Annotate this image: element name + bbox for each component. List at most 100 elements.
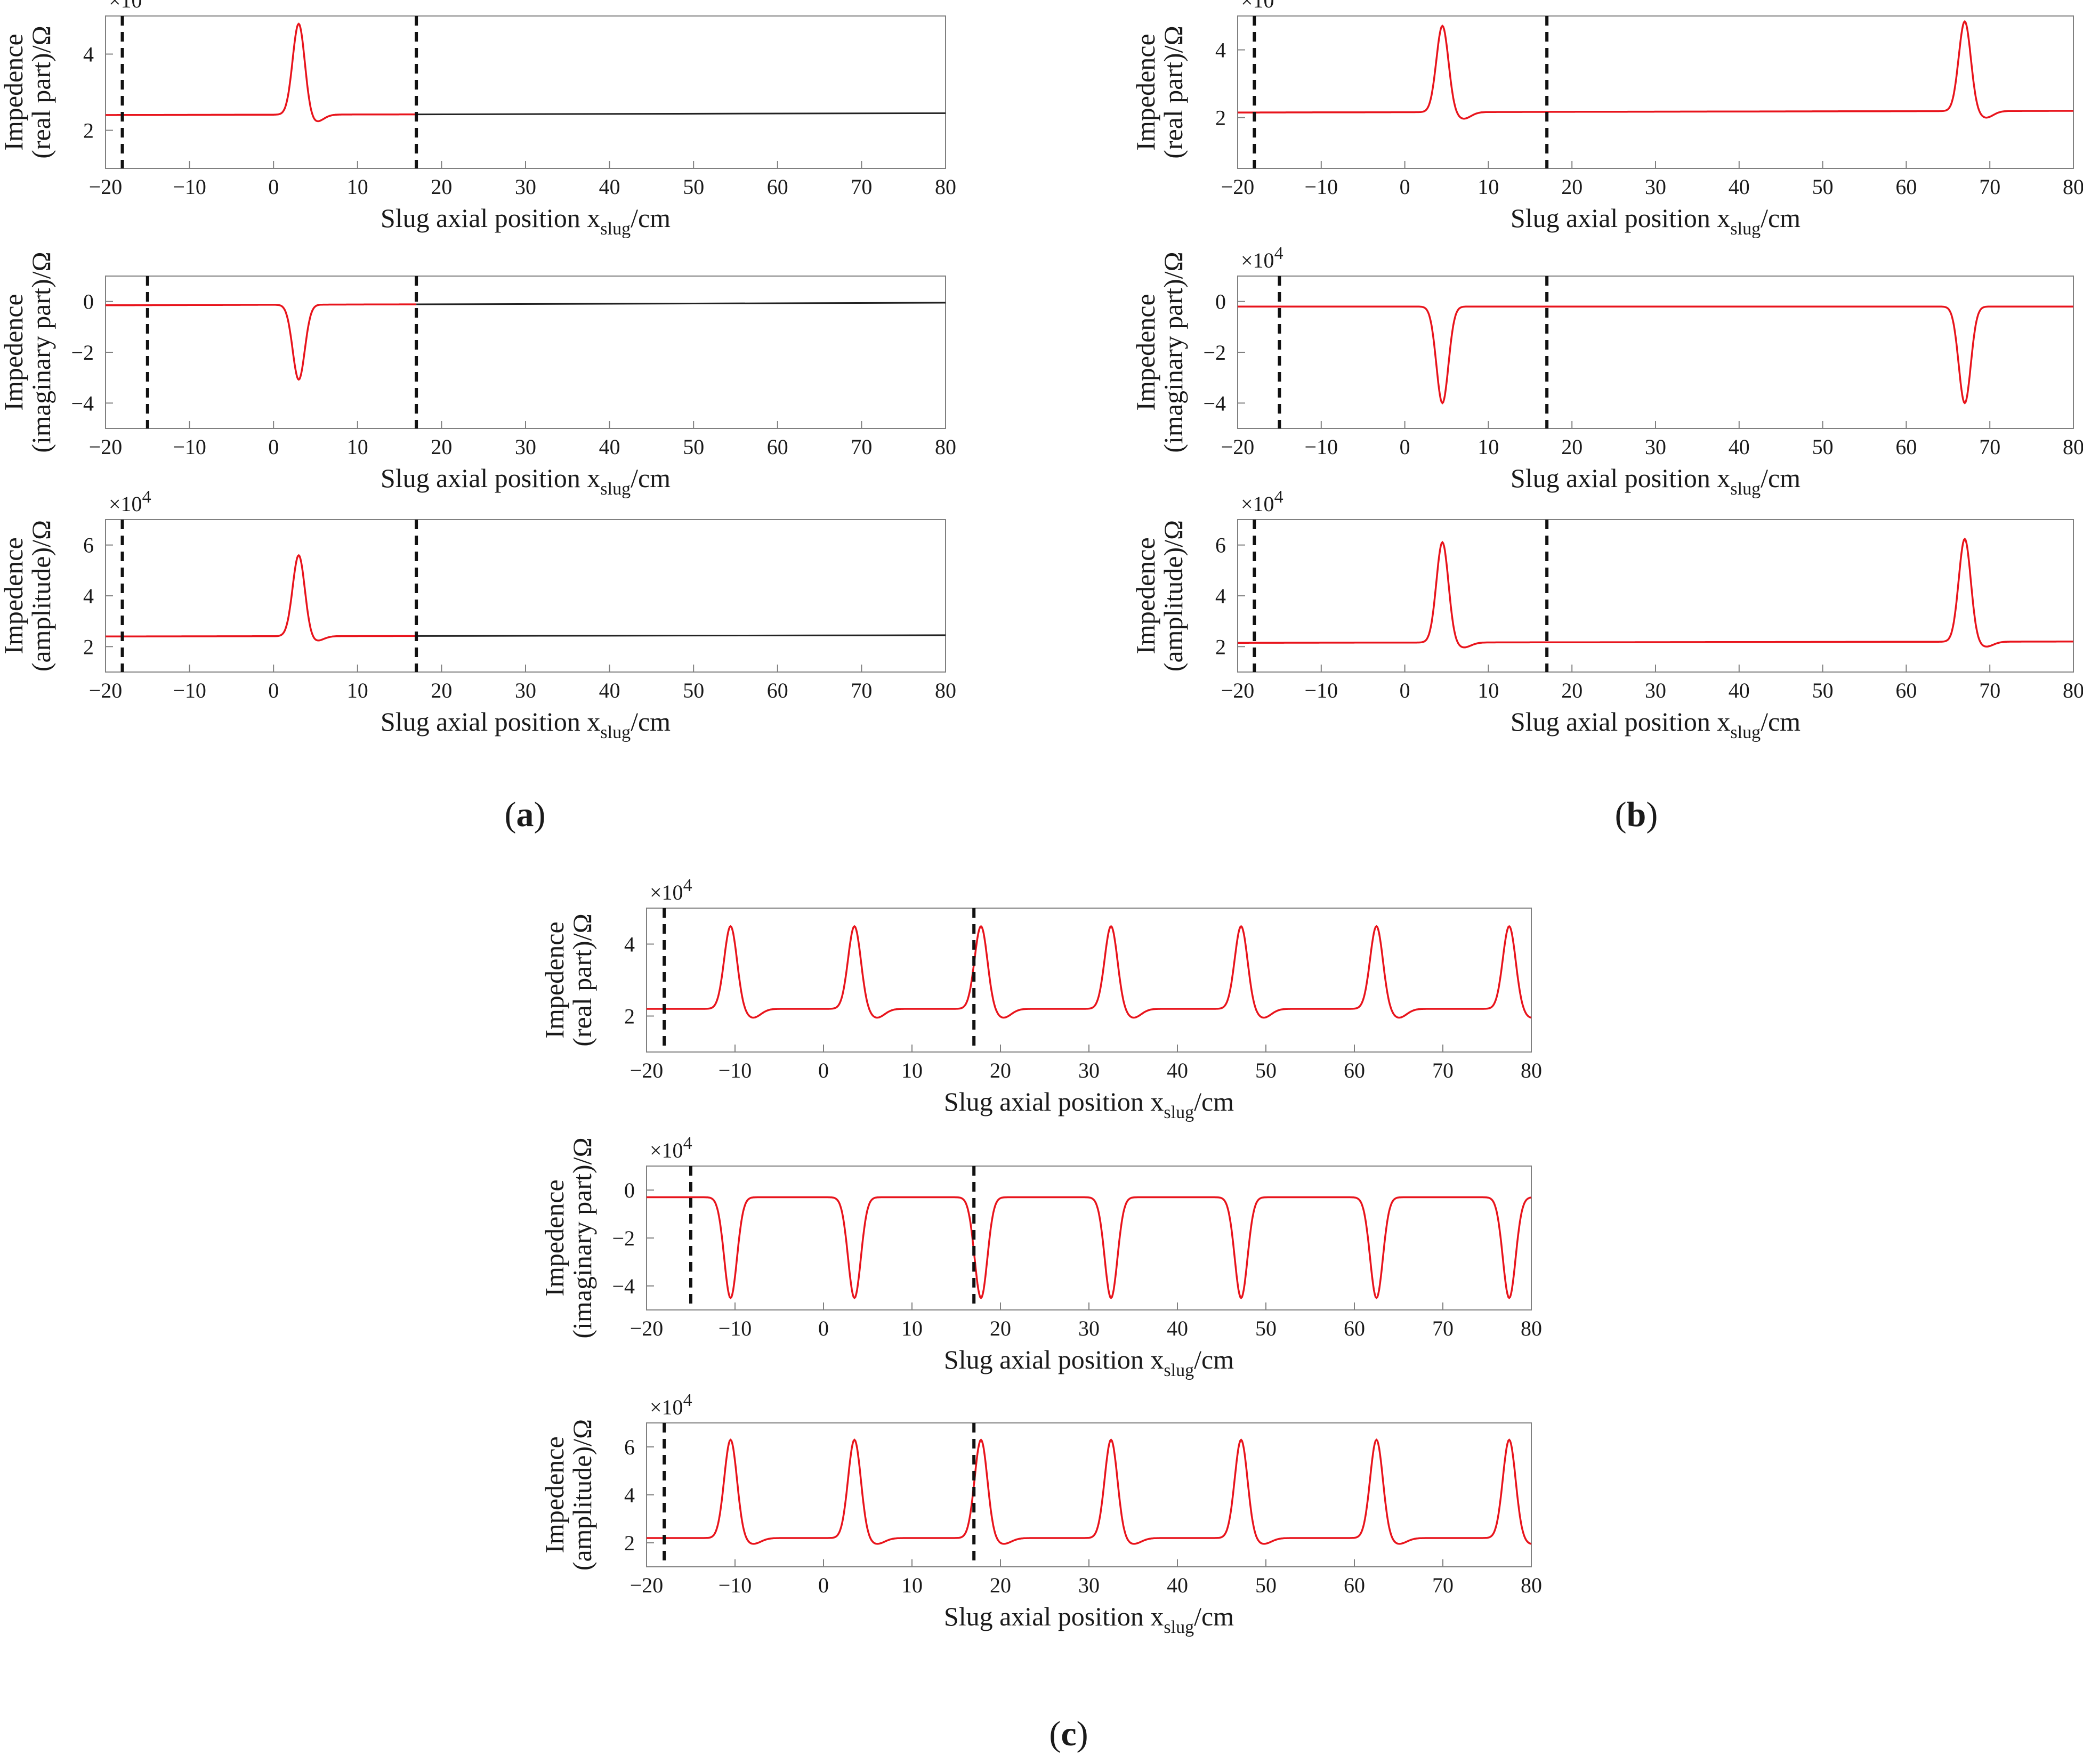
x-tick-label: −10 [1305,678,1338,702]
x-tick-label: 20 [431,435,452,459]
chart-c-amp: −20 −10 0 10 20 30 40 50 60 70 80 2 4 6 Slug axial pos… [539,1390,1542,1637]
x-tick-label: 30 [515,435,536,459]
axes-frame [1237,15,2074,169]
x-tick-label: 80 [2063,175,2083,199]
x-tick-label: 30 [1078,1573,1100,1597]
chart-b-amp: −20 −10 0 10 20 30 40 50 60 70 80 2 4 6 Slug axial pos… [1131,487,2083,742]
x-tick-label: 40 [1729,175,1750,199]
baseline-series-line [416,302,946,305]
panel-b-label: (b) [1615,795,1658,834]
y-multiplier: ×104 [650,1134,692,1162]
x-tick-label: 80 [935,678,956,702]
x-tick-label: −20 [89,175,123,199]
x-tick-label: −10 [1305,175,1338,199]
axes-frame [105,276,946,429]
x-axis-title: Slug axial position xslug/cm [944,1601,1234,1637]
x-tick-label: 10 [1478,435,1499,459]
x-tick-label: 60 [1895,175,1917,199]
signal-series-line [106,554,417,642]
x-axis-title: Slug axial position xslug/cm [1511,463,1801,499]
x-axis-title: Slug axial position xslug/cm [1511,707,1801,742]
x-tick-label: 70 [851,678,872,702]
y-tick-label: 0 [1215,290,1226,314]
y-tick-label: 4 [1215,584,1226,608]
x-tick-label: 10 [347,435,368,459]
x-tick-label: −20 [89,435,123,459]
x-tick-label: 0 [268,175,279,199]
signal-series-line [647,1438,1532,1545]
x-tick-label: −10 [718,1058,752,1082]
x-tick-label: 60 [1344,1573,1365,1597]
x-tick-label: −20 [89,678,123,702]
y-tick-label: 6 [624,1435,635,1459]
y-tick-label: 2 [624,1531,635,1555]
y-tick-label: −2 [71,341,94,365]
x-tick-label: 0 [268,678,279,702]
x-tick-label: 50 [683,435,704,459]
x-tick-label: 70 [1432,1058,1454,1082]
axes-frame [646,908,1532,1053]
x-tick-label: 0 [1400,435,1410,459]
x-axis-title: Slug axial position xslug/cm [381,463,671,499]
y-axis-title: Impedence(imaginary part)/Ω [539,1137,597,1338]
y-axis-title: Impedence(real part)/Ω [0,26,56,159]
x-tick-label: 50 [1255,1316,1277,1340]
x-tick-label: −10 [1305,435,1338,459]
y-tick-label: 4 [1215,38,1226,62]
signal-series-line [1238,305,2073,404]
x-tick-label: 60 [1895,678,1917,702]
axes-frame [105,519,946,673]
x-tick-label: 40 [1167,1573,1188,1597]
x-tick-label: 0 [818,1573,829,1597]
signal-series-line [647,925,1532,1019]
y-multiplier: ×104 [109,0,151,12]
x-tick-label: −10 [173,175,206,199]
signal-series-line [1238,537,2073,649]
x-tick-label: −20 [630,1316,664,1340]
x-tick-label: 30 [515,175,536,199]
x-tick-label: 70 [1979,435,2000,459]
signal-series-line [647,1196,1532,1300]
x-tick-label: −20 [630,1058,664,1082]
x-tick-label: 20 [431,678,452,702]
y-multiplier: ×104 [650,876,692,904]
y-tick-label: 6 [83,533,94,557]
signal-series-line [106,22,417,123]
x-tick-label: 50 [683,678,704,702]
x-tick-label: 60 [767,435,788,459]
axes-frame [1237,519,2074,673]
y-tick-label: 4 [624,933,635,957]
x-tick-label: 0 [818,1316,829,1340]
x-tick-label: 60 [1895,435,1917,459]
y-tick-label: −4 [71,391,94,415]
x-tick-label: 70 [851,435,872,459]
y-multiplier: ×104 [1241,0,1283,12]
panel-c-label: (c) [1049,1714,1088,1753]
y-tick-label: 0 [624,1178,635,1202]
y-tick-label: 4 [624,1483,635,1507]
x-tick-label: 60 [767,678,788,702]
y-multiplier: ×104 [1241,487,1283,516]
x-axis-title: Slug axial position xslug/cm [381,707,671,742]
x-tick-label: 50 [683,175,704,199]
x-tick-label: 40 [599,175,620,199]
x-tick-label: −20 [1221,435,1255,459]
x-tick-label: 30 [515,678,536,702]
x-tick-label: 40 [599,678,620,702]
x-axis-title: Slug axial position xslug/cm [944,1345,1234,1380]
y-tick-label: 0 [83,290,94,314]
x-tick-label: 10 [901,1058,923,1082]
y-axis-title: Impedence(amplitude)/Ω [539,1419,597,1571]
y-multiplier: ×104 [109,487,151,516]
axes-frame [105,15,946,169]
y-tick-label: 2 [1215,635,1226,659]
y-tick-label: 6 [1215,533,1226,557]
x-tick-label: 50 [1812,435,1834,459]
chart-a-amp: −20 −10 0 10 20 30 40 50 60 70 80 2 4 6 Slug axial pos… [0,487,956,742]
chart-b-real: −20 −10 0 10 20 30 40 50 60 70 80 2 4 Slug axial posi… [1131,0,2083,239]
x-tick-label: 50 [1812,175,1834,199]
x-tick-label: 20 [990,1573,1011,1597]
x-tick-label: 40 [599,435,620,459]
x-tick-label: 70 [1979,175,2000,199]
